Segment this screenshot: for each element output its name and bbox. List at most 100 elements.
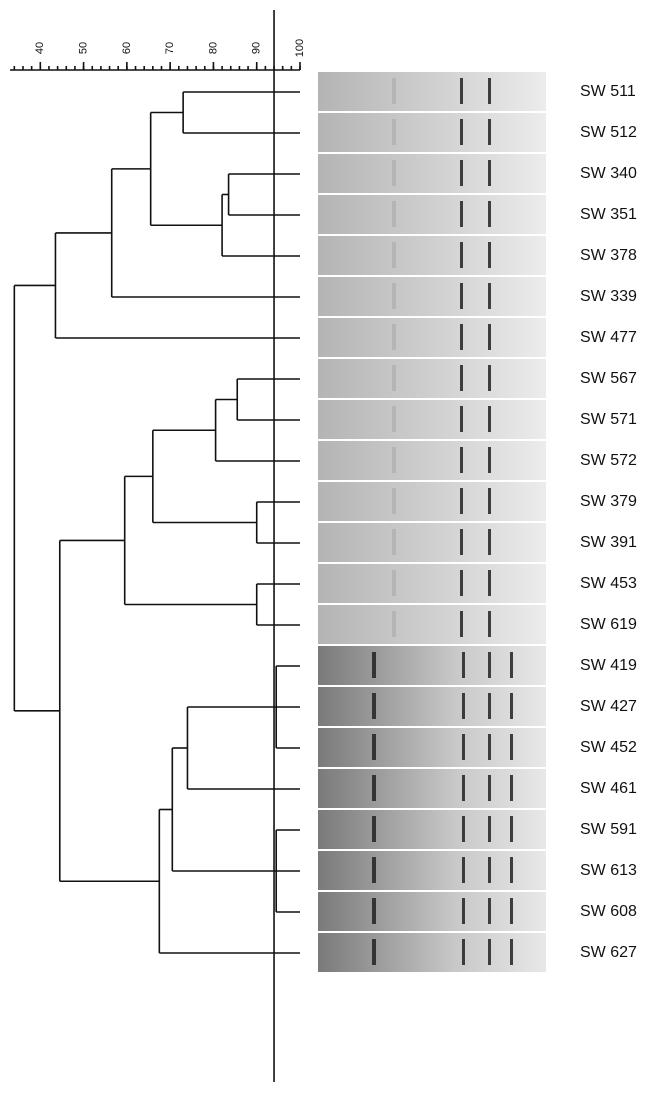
leaf-label: SW 419 (580, 657, 637, 674)
gel-band (460, 119, 463, 145)
gel-lane (318, 728, 546, 767)
gel-image (318, 72, 546, 972)
gel-band (488, 570, 491, 596)
gel-band (462, 775, 465, 801)
gel-band (392, 119, 396, 145)
gel-lane (318, 277, 546, 316)
gel-band (488, 283, 491, 309)
leaf-label: SW 339 (580, 288, 637, 305)
gel-band (510, 652, 513, 678)
tree: 40 50 60 70 80 90 100 SW 511 SW 512 SW 340 SW 351 S… (10, 10, 637, 1082)
gel-band (488, 816, 491, 842)
gel-band (488, 160, 491, 186)
gel-band (488, 939, 491, 965)
gel-band (462, 693, 465, 719)
gel-band (372, 775, 376, 801)
gel-band (460, 406, 463, 432)
tick-label: 40 (34, 42, 46, 54)
gel-band (392, 365, 396, 391)
gel-band (462, 816, 465, 842)
tick-label: 80 (207, 42, 219, 54)
gel-band (488, 529, 491, 555)
gel-band (460, 529, 463, 555)
gel-lane (318, 400, 546, 439)
gel-lane (318, 523, 546, 562)
leaf-label: SW 619 (580, 616, 637, 633)
gel-band (392, 447, 396, 473)
gel-band (460, 283, 463, 309)
gel-lane (318, 769, 546, 808)
gel-band (488, 447, 491, 473)
gel-band (488, 78, 491, 104)
gel-band (510, 816, 513, 842)
gel-lane (318, 154, 546, 193)
gel-lane (318, 933, 546, 972)
gel-band (510, 939, 513, 965)
leaf-label: SW 511 (580, 83, 636, 100)
gel-band (488, 857, 491, 883)
gel-band (488, 201, 491, 227)
gel-band (372, 898, 376, 924)
leaf-label: SW 477 (580, 329, 637, 346)
gel-band (488, 611, 491, 637)
gel-band (488, 324, 491, 350)
gel-lane (318, 236, 546, 275)
gel-band (392, 160, 396, 186)
leaf-label: SW 572 (580, 452, 637, 469)
gel-band (488, 775, 491, 801)
gel-band (392, 529, 396, 555)
gel-band (488, 406, 491, 432)
gel-band (372, 734, 376, 760)
gel-band (460, 611, 463, 637)
leaf-label: SW 512 (580, 124, 637, 141)
gel-band (488, 652, 491, 678)
gel-band (372, 857, 376, 883)
leaf-label: SW 379 (580, 493, 637, 510)
gel-band (510, 775, 513, 801)
gel-lane (318, 113, 546, 152)
gel-lane (318, 318, 546, 357)
gel-band (460, 242, 463, 268)
gel-band (462, 734, 465, 760)
gel-band (460, 365, 463, 391)
leaf-label: SW 627 (580, 944, 637, 961)
gel-band (392, 283, 396, 309)
gel-band (392, 611, 396, 637)
gel-band (488, 242, 491, 268)
gel-band (392, 570, 396, 596)
tick-label: 90 (251, 42, 263, 54)
gel-band (392, 324, 396, 350)
gel-band (510, 734, 513, 760)
leaf-label: SW 461 (580, 780, 637, 797)
gel-band (372, 652, 376, 678)
gel-band (460, 324, 463, 350)
gel-lane (318, 646, 546, 685)
leaf-label: SW 613 (580, 862, 637, 879)
gel-lane (318, 195, 546, 234)
gel-band (488, 898, 491, 924)
gel-band (462, 652, 465, 678)
gel-band (510, 898, 513, 924)
gel-band (460, 570, 463, 596)
leaf-label: SW 567 (580, 370, 637, 387)
gel-band (460, 447, 463, 473)
gel-lane (318, 810, 546, 849)
gel-lane (318, 482, 546, 521)
gel-band (392, 242, 396, 268)
gel-band (460, 78, 463, 104)
leaf-label: SW 340 (580, 165, 637, 182)
gel-band (392, 488, 396, 514)
gel-band (392, 201, 396, 227)
leaf-label: SW 391 (580, 534, 637, 551)
gel-lane (318, 851, 546, 890)
leaf-label: SW 427 (580, 698, 637, 715)
leaf-label: SW 351 (580, 206, 637, 223)
gel-band (460, 160, 463, 186)
gel-band (488, 734, 491, 760)
tick-label: 100 (294, 39, 306, 57)
gel-lane (318, 72, 546, 111)
leaf-label: SW 571 (580, 411, 637, 428)
gel-lane (318, 359, 546, 398)
gel-band (372, 816, 376, 842)
leaf-label: SW 591 (580, 821, 637, 838)
